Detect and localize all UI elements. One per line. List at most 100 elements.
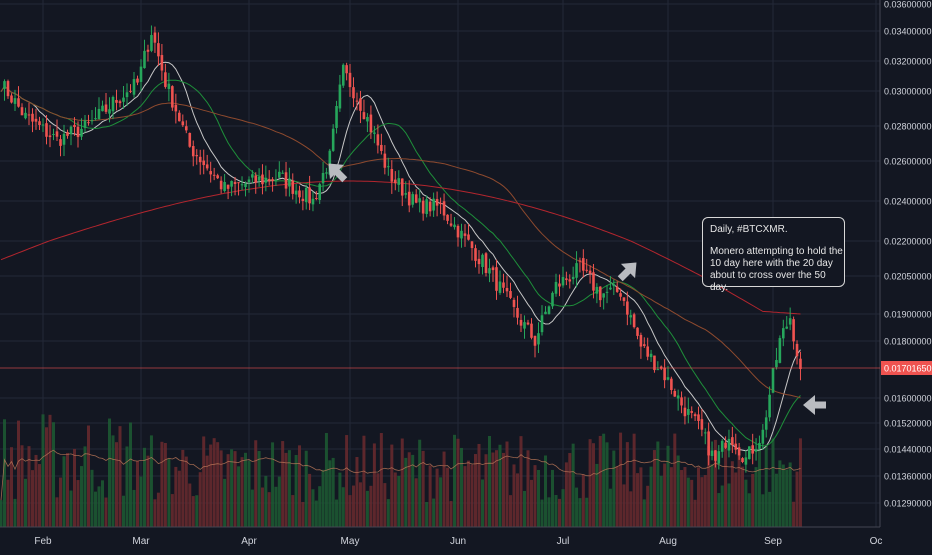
candle-body	[271, 179, 274, 182]
candle-body	[747, 446, 751, 460]
candle-body	[453, 224, 456, 228]
volume-bar	[321, 469, 325, 527]
annotation-note[interactable]: Daily, #BTCXMR. Monero attempting to hol…	[702, 217, 845, 293]
volume-bar	[298, 445, 301, 527]
volume-bar	[167, 458, 171, 527]
price-tick-label: 0.01900000	[884, 310, 932, 320]
time-tick-label: Sep	[764, 536, 782, 547]
candle-body	[649, 353, 653, 358]
candle-body	[710, 450, 714, 456]
volume-bar	[544, 455, 547, 527]
candle-body	[578, 260, 582, 262]
volume-bar	[456, 438, 460, 527]
volume-ma-line	[0, 449, 801, 501]
candle-body	[758, 442, 761, 449]
volume-bar	[404, 457, 408, 527]
candle-body	[754, 449, 758, 452]
candle-body	[751, 445, 754, 454]
volume-bar	[216, 442, 220, 527]
volume-bar	[267, 492, 271, 527]
candle-body	[132, 79, 136, 95]
volume-bar	[184, 456, 188, 527]
volume-bar	[76, 480, 80, 527]
candle-body	[481, 254, 484, 267]
volume-bar	[237, 466, 241, 527]
volume-bar	[108, 418, 111, 527]
candle-body	[502, 282, 505, 288]
volume-bar	[284, 452, 288, 527]
price-tick-label: 0.01440000	[884, 445, 932, 455]
volume-bar	[153, 499, 157, 527]
volume-bar	[656, 441, 660, 527]
volume-bar	[663, 463, 667, 527]
candle-body	[101, 105, 104, 112]
candle-body	[540, 315, 544, 333]
volume-bar	[233, 451, 237, 527]
candle-body	[115, 99, 118, 103]
price-tick-label: 0.02600000	[884, 157, 932, 167]
volume-bar	[250, 489, 254, 527]
candle-body	[778, 338, 782, 363]
volume-bar	[27, 446, 31, 527]
candle-body	[202, 160, 206, 166]
volume-bar	[345, 435, 349, 527]
volume-bar	[136, 461, 139, 527]
candle-body	[547, 306, 551, 314]
volume-bar	[212, 438, 216, 527]
volume-bar	[104, 497, 108, 527]
volume-bar	[428, 465, 432, 527]
price-tick-label: 0.03000000	[884, 87, 932, 97]
candle-body	[27, 114, 31, 116]
volume-bar	[400, 438, 404, 527]
volume-bar	[287, 450, 291, 527]
candle-body	[66, 132, 69, 136]
candle-body	[90, 120, 94, 122]
volume-bar	[52, 422, 55, 527]
candle-body	[338, 84, 342, 109]
volume-bar	[768, 491, 772, 527]
candle-body	[83, 120, 87, 128]
volume-bar	[80, 466, 83, 527]
volume-bar	[73, 448, 76, 527]
candle-body	[439, 203, 442, 205]
candle-body	[432, 198, 435, 211]
volume-bar	[686, 477, 690, 527]
candle-body	[670, 378, 673, 391]
candle-body	[588, 270, 592, 274]
candle-body	[418, 198, 421, 203]
volume-bar	[111, 435, 115, 527]
volume-bar	[369, 485, 373, 527]
volume-bar	[564, 462, 568, 527]
candle-body	[639, 334, 643, 347]
candle-body	[294, 190, 298, 195]
candle-body	[615, 286, 619, 292]
volume-bar	[442, 451, 446, 527]
candle-body	[118, 101, 122, 104]
candle-body	[212, 174, 216, 176]
ma-line-10	[0, 61, 801, 452]
volume-bar	[792, 501, 796, 527]
candle-body	[782, 328, 785, 339]
candle-body	[261, 174, 264, 185]
volume-bar	[747, 493, 751, 527]
volume-bar	[379, 433, 383, 527]
volume-bar	[264, 475, 268, 527]
candle-body	[526, 322, 530, 325]
candle-body	[195, 155, 199, 157]
candle-body	[612, 284, 616, 287]
volume-bar	[488, 435, 491, 527]
volume-bar	[397, 475, 401, 527]
volume-bar	[66, 452, 69, 527]
candle-body	[226, 184, 230, 189]
volume-bar	[277, 476, 281, 527]
volume-bar	[271, 442, 275, 527]
candle-body	[460, 230, 463, 239]
volume-bar	[761, 494, 765, 527]
volume-bar	[181, 449, 185, 527]
volume-bar	[17, 420, 20, 527]
volume-bar	[690, 479, 694, 527]
volume-bar	[636, 473, 640, 527]
candle-body	[325, 172, 328, 174]
volume-bar	[3, 419, 6, 527]
annotation-title: Daily, #BTCXMR.	[710, 224, 788, 235]
